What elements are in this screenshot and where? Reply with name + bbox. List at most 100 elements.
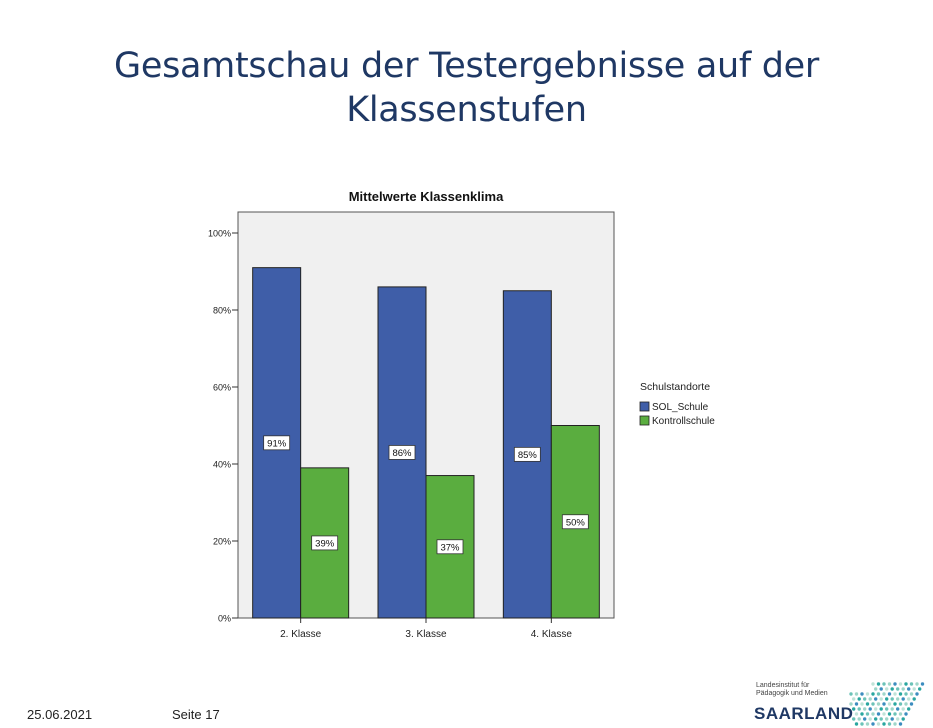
saarland-logo: Landesinstitut für Pädagogik und Medien … xyxy=(752,682,933,726)
logo-dot xyxy=(890,707,894,711)
logo-dot xyxy=(893,692,897,696)
data-label-box xyxy=(436,539,464,555)
logo-dot xyxy=(868,707,872,711)
logo-dot xyxy=(871,712,875,716)
logo-dot xyxy=(882,722,886,726)
x-tick-label: 2. Klasse xyxy=(280,629,322,640)
data-label: 91% xyxy=(267,438,287,449)
logo-dot xyxy=(874,687,878,691)
logo-dot xyxy=(849,692,853,696)
logo-dot xyxy=(898,722,903,726)
y-tick-label: 100% xyxy=(208,229,231,239)
logo-dot xyxy=(896,717,900,721)
logo-dot xyxy=(879,687,883,691)
y-tick-label: 60% xyxy=(213,383,231,393)
logo-dot xyxy=(912,687,916,691)
logo-dot xyxy=(871,722,875,726)
logo-dot xyxy=(854,692,859,696)
logo-dot xyxy=(904,702,908,706)
logo-dot xyxy=(863,717,867,721)
logo-dot xyxy=(854,722,859,726)
data-label-box xyxy=(311,535,339,551)
logo-dot xyxy=(885,707,889,711)
logo-dot xyxy=(874,707,878,711)
logo-dot xyxy=(885,687,889,691)
data-label-box xyxy=(513,446,541,462)
legend-swatch-sol_schule xyxy=(639,401,650,412)
logo-dot xyxy=(852,717,856,721)
logo-dot xyxy=(876,702,881,706)
data-label-box xyxy=(263,435,291,451)
logo-dot xyxy=(901,707,905,711)
logo-dot xyxy=(896,707,900,711)
logo-dot xyxy=(887,682,892,686)
chart-title: Mittelwerte Klassenklima xyxy=(349,189,504,204)
logo-dot xyxy=(854,702,859,706)
legend-title: Schulstandorte xyxy=(640,381,710,393)
slide-title: Gesamtschau der Testergebnisse auf der K… xyxy=(0,44,933,132)
legend-entry-kontrollschule: Kontrollschule xyxy=(652,416,715,427)
logo-dot xyxy=(868,717,872,721)
footer-page-number: Seite 17 xyxy=(172,707,220,722)
logo-dot xyxy=(882,692,886,696)
logo-dot xyxy=(865,692,870,696)
logo-dot xyxy=(876,722,881,726)
logo-dot xyxy=(918,687,922,691)
logo-dot xyxy=(890,697,894,701)
logo-institute-line-1: Landesinstitut für xyxy=(756,682,810,689)
logo-dot xyxy=(865,702,870,706)
x-tick-label: 4. Klasse xyxy=(531,629,573,640)
logo-dot xyxy=(857,707,861,711)
logo-dot xyxy=(909,692,914,696)
logo-dot xyxy=(909,682,914,686)
logo-dot xyxy=(885,697,889,701)
logo-dot-pattern-icon xyxy=(849,682,925,726)
logo-dot xyxy=(860,692,864,696)
logo-dot xyxy=(904,712,908,716)
logo-dot xyxy=(898,692,903,696)
logo-dot xyxy=(907,687,911,691)
logo-dot xyxy=(863,697,867,701)
logo-dot xyxy=(879,717,883,721)
logo-dot xyxy=(887,702,892,706)
data-label-box xyxy=(561,514,589,530)
logo-dot xyxy=(876,712,881,716)
data-label-box xyxy=(388,445,416,460)
logo-dot xyxy=(876,692,881,696)
logo-dot xyxy=(871,692,875,696)
y-tick-label: 40% xyxy=(213,460,231,470)
logo-dot xyxy=(868,697,872,701)
slide-title-line-1: Gesamtschau der Testergebnisse auf der xyxy=(114,46,819,86)
logo-dot xyxy=(860,702,864,706)
logo-dot xyxy=(857,717,861,721)
logo-dot xyxy=(871,702,875,706)
logo-dot xyxy=(860,712,864,716)
logo-dot xyxy=(882,682,886,686)
logo-dot xyxy=(909,702,914,706)
logo-dot xyxy=(896,697,900,701)
footer-date: 25.06.2021 xyxy=(27,707,93,722)
logo-dot xyxy=(874,717,878,721)
logo-dot xyxy=(882,712,886,716)
data-label: 50% xyxy=(566,517,586,528)
logo-dot xyxy=(887,692,892,696)
logo-dot xyxy=(901,697,905,701)
logo-dot xyxy=(887,712,892,716)
logo-dot xyxy=(898,682,903,686)
logo-dot xyxy=(865,712,870,716)
data-label: 85% xyxy=(518,450,538,461)
logo-dot xyxy=(901,687,905,691)
slide-title-line-2: Klassenstufen xyxy=(346,90,587,130)
y-tick-label: 80% xyxy=(213,306,231,316)
logo-dot xyxy=(857,697,861,701)
logo-dot xyxy=(896,687,900,691)
logo-wordmark: SAARLAND xyxy=(754,704,854,723)
logo-dot xyxy=(879,707,883,711)
logo-dot xyxy=(860,722,864,726)
legend-entry-sol_schule: SOL_Schule xyxy=(652,402,709,413)
logo-dot xyxy=(852,707,856,711)
data-label: 39% xyxy=(315,538,335,549)
logo-dot xyxy=(898,712,903,716)
logo-dot xyxy=(890,687,894,691)
